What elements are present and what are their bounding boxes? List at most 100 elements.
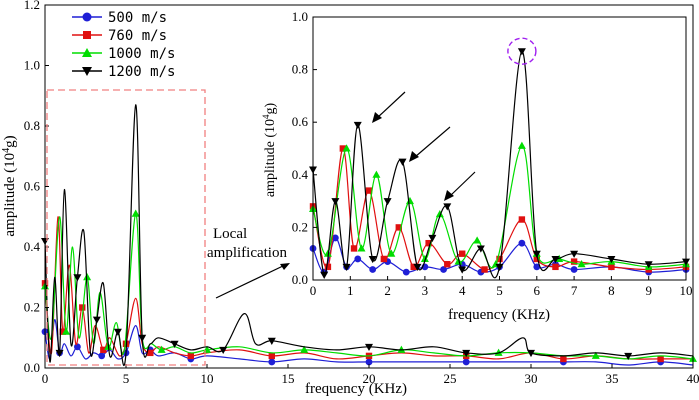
main-y-tick-label: 0.6 [24,179,41,194]
inset-series-line-2 [312,145,687,269]
inset-series-2-marker [372,170,381,178]
inset-series-1-marker [350,245,358,252]
main-series-3-marker [73,274,82,282]
inset-x-tick-label: 8 [608,283,615,298]
main-x-tick-label: 10 [201,371,214,386]
legend-label-500: 500 m/s [108,10,167,26]
inset-series-3-marker [644,261,653,269]
inset-series-1-marker [496,255,503,263]
legend: 500 m/s 760 m/s 1000 m/s 1200 m/s [72,10,175,80]
legend-label-1200: 1200 m/s [108,64,175,80]
inset-x-tick-label: 2 [384,283,391,298]
inset-y-tick-label: 0.6 [292,114,309,129]
main-series-2-marker [131,209,140,217]
main-series-0-marker [365,358,373,366]
main-x-axis: 0 5 10 15 20 25 30 35 40 [42,364,699,386]
main-series-0-marker [268,358,276,366]
main-y-tick-label: 0.2 [24,300,40,315]
inset-series-2-marker [454,257,463,265]
inset-series-0-marker [440,266,447,273]
inset-x-tick-label: 6 [534,283,541,298]
main-series-2-marker [300,345,309,353]
inset-y-tick-label: 1.0 [292,9,308,24]
inset-y-axis: 0.0 0.2 0.4 0.6 0.8 1.0 [292,9,317,287]
inset-x-axis-title: frequency (KHz) [448,307,550,323]
inset-series-1-marker [365,187,373,194]
inset-series-1-marker [444,261,451,268]
main-y-axis: 0.0 0.2 0.4 0.6 0.8 1.0 1.2 [24,0,49,375]
inset-series-1-marker [380,255,388,263]
main-series-1-marker [100,346,107,354]
inset-x-tick-label: 9 [645,283,652,298]
inset-series-layer [309,48,690,279]
main-series-3-marker [170,340,179,348]
inset-x-tick-label: 10 [680,283,693,298]
inset-series-2-marker [420,254,429,262]
inset-series-0-marker [354,255,362,263]
main-series-1-marker [187,352,194,360]
inset-series-1-marker [481,266,488,273]
inset-x-tick-label: 3 [422,283,429,298]
main-series-2-marker [591,351,600,359]
main-series-0-marker [74,343,81,351]
legend-marker-760 [83,31,91,39]
inset-series-2-marker [357,244,366,252]
inset-series-3-marker [570,250,579,258]
inset-series-3-marker [413,263,422,272]
inset-series-0-marker [518,239,526,247]
peak-arrow-2 [409,126,451,162]
inset-series-2-marker [342,144,351,152]
inset-series-2-marker [435,210,444,218]
inset-x-axis: 0 1 2 3 4 5 6 7 8 9 10 [310,276,693,298]
inset-series-2-marker [577,260,586,268]
inset-series-0-marker [331,234,339,242]
highlighted-peak-circle [507,37,537,65]
inset-series-3-marker [398,158,407,166]
main-series-3-marker [113,328,122,336]
inset-series-1-marker [339,145,347,152]
annotation-local: Local [213,226,247,242]
main-series-3-marker [267,337,276,345]
main-series-2-marker [83,273,92,281]
inset-series-0-marker [570,266,578,273]
inset-series-0-marker [533,263,541,271]
inset-background [313,17,686,280]
peak-arrow-1 [372,91,406,123]
inset-series-3-marker [476,245,485,253]
main-series-2-marker [494,348,503,356]
inset-series-1-marker [608,263,615,271]
inset-series-1-marker [552,263,559,271]
legend-marker-1200 [82,67,92,76]
main-series-3-marker [624,352,633,361]
inset-series-1-marker [324,263,332,271]
inset-x-tick-label: 1 [347,283,354,298]
inset-series-3-marker [551,255,560,264]
inset-series-1-marker [533,255,540,263]
main-x-tick-label: 35 [606,371,619,386]
main-y-tick-label: 1.2 [24,0,40,12]
inset-x-tick-label: 0 [310,283,317,298]
inset-series-3-marker [443,203,452,211]
main-x-tick-label: 0 [42,371,49,386]
main-y-tick-label: 1.0 [24,58,40,73]
inset-series-2-marker [517,141,526,149]
legend-entry-1000: 1000 m/s [72,46,175,62]
main-series-3-marker [462,349,471,358]
main-x-tick-label: 15 [282,371,295,386]
inset-series-1-marker [410,263,417,271]
peak-arrow-3 [444,171,476,201]
main-series-1-marker [268,352,275,360]
main-series-3-marker [219,346,228,355]
inset-series-3-marker [428,234,437,243]
main-series-0-marker [98,352,106,360]
main-x-tick-label: 30 [525,371,538,386]
main-series-2-marker [397,345,406,353]
main-x-tick-label: 20 [363,371,376,386]
inset-plot: 0 1 2 3 4 5 6 7 8 9 10 0.0 0.2 0.4 0.6 0.8 1.0 frequenc… [261,9,693,323]
main-y-tick-label: 0.4 [24,239,41,254]
main-series-layer [41,104,697,366]
main-series-3-marker [365,343,373,352]
legend-marker-1000 [82,48,92,57]
